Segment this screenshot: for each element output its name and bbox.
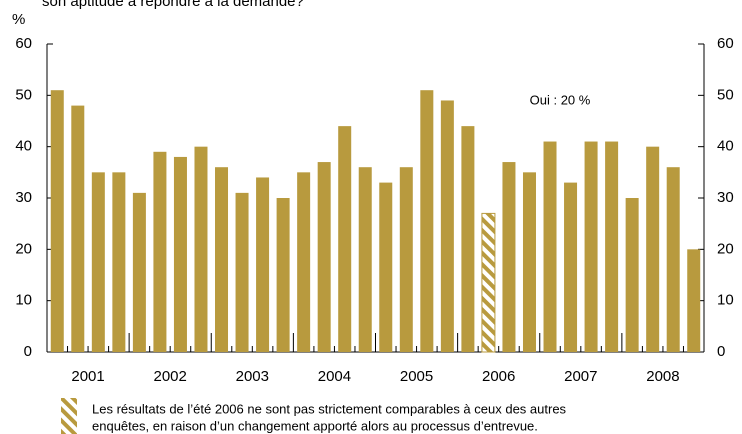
bar bbox=[584, 141, 598, 352]
y-axis-label: % bbox=[12, 11, 25, 28]
annotation: Oui : 20 % bbox=[530, 92, 591, 107]
bar bbox=[358, 167, 372, 352]
y-tick-label: 10 bbox=[15, 292, 32, 309]
x-tick-label: 2003 bbox=[236, 368, 269, 385]
x-tick-label: 2007 bbox=[564, 368, 597, 385]
y-tick-label: 0 bbox=[24, 343, 32, 360]
bar bbox=[379, 182, 393, 352]
bar bbox=[646, 146, 660, 352]
bar bbox=[440, 100, 454, 352]
y-tick-label: 30 bbox=[15, 189, 32, 206]
x-tick-label: 2004 bbox=[318, 368, 351, 385]
bar bbox=[420, 90, 434, 352]
bar bbox=[194, 146, 208, 352]
y-tick-label: 20 bbox=[15, 240, 32, 257]
bar bbox=[215, 167, 229, 352]
bar bbox=[399, 167, 413, 352]
bar bbox=[50, 90, 64, 352]
bar bbox=[235, 192, 249, 352]
y2-tick-label: 10 bbox=[717, 292, 734, 309]
bar bbox=[256, 177, 270, 352]
subtitle: son aptitude à répondre à la demande? bbox=[42, 0, 304, 10]
bar bbox=[625, 198, 639, 352]
x-tick-label: 2006 bbox=[482, 368, 515, 385]
bar bbox=[297, 172, 311, 352]
y2-tick-label: 40 bbox=[717, 138, 734, 155]
bar bbox=[91, 172, 105, 352]
note-icon bbox=[61, 398, 77, 434]
x-tick-label: 2005 bbox=[400, 368, 433, 385]
y2-tick-label: 50 bbox=[717, 86, 734, 103]
bar bbox=[543, 141, 557, 352]
x-tick-label: 2001 bbox=[71, 368, 104, 385]
y2-tick-label: 20 bbox=[717, 240, 734, 257]
x-tick-label: 2008 bbox=[646, 368, 679, 385]
y2-tick-label: 30 bbox=[717, 189, 734, 206]
bar bbox=[481, 212, 496, 353]
y2-tick-label: 0 bbox=[717, 343, 725, 360]
bar bbox=[461, 126, 475, 352]
note-line: enquêtes, en raison d’un changement appo… bbox=[92, 418, 538, 433]
bar bbox=[338, 126, 352, 352]
bar bbox=[502, 162, 516, 352]
y2-tick-label: 60 bbox=[717, 35, 734, 52]
bar bbox=[173, 156, 187, 352]
bar bbox=[132, 192, 146, 352]
bar bbox=[112, 172, 126, 352]
bar bbox=[605, 141, 619, 352]
note-line: Les résultats de l’été 2006 ne sont pas … bbox=[92, 401, 567, 416]
bar bbox=[153, 151, 167, 352]
bar bbox=[522, 172, 536, 352]
bar bbox=[564, 182, 578, 352]
bar bbox=[276, 198, 290, 352]
y-tick-label: 60 bbox=[15, 35, 32, 52]
y-tick-label: 40 bbox=[15, 138, 32, 155]
bar bbox=[687, 249, 701, 352]
bar bbox=[71, 105, 85, 352]
bar bbox=[666, 167, 680, 352]
bar bbox=[317, 162, 331, 352]
y-tick-label: 50 bbox=[15, 86, 32, 103]
x-tick-label: 2002 bbox=[154, 368, 187, 385]
